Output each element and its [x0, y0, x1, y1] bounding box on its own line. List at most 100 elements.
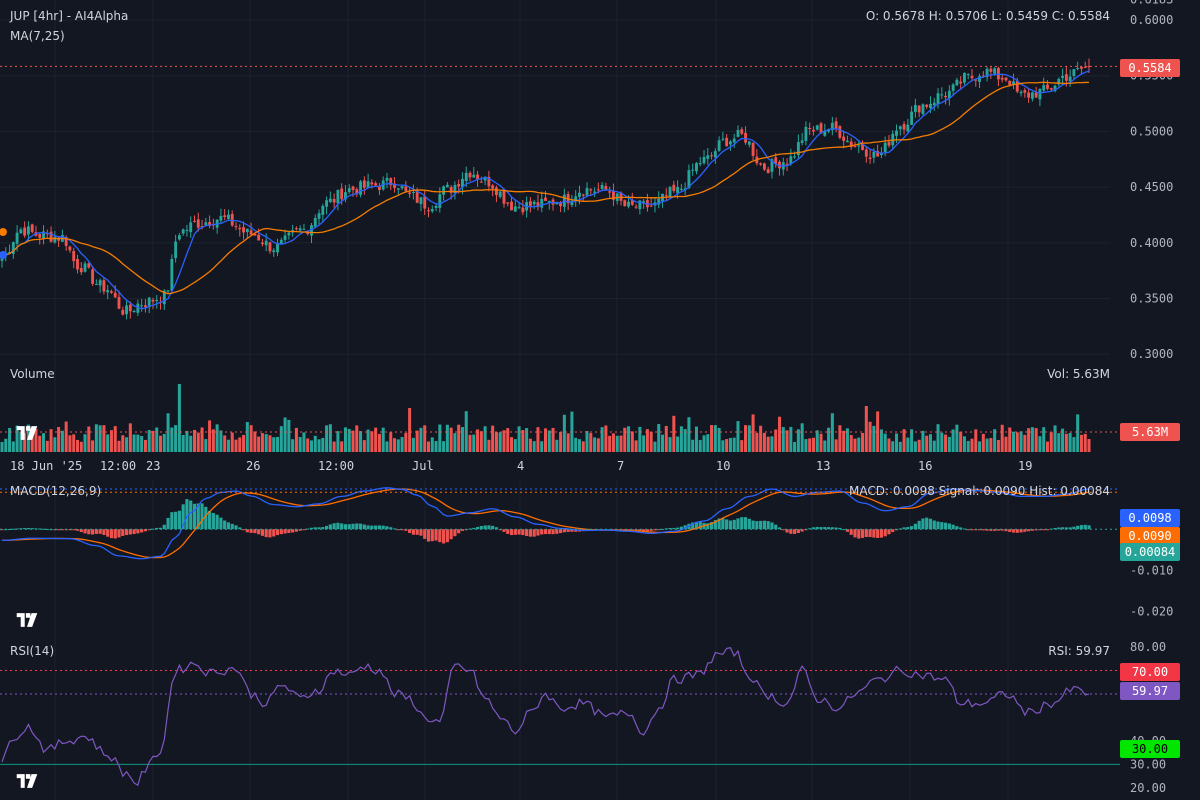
- volume-bar: [200, 427, 204, 452]
- volume-bar: [1087, 439, 1091, 452]
- candle-body: [498, 191, 502, 197]
- candle-body: [434, 205, 438, 208]
- volume-bar: [921, 430, 925, 452]
- macd-histogram-bar: [211, 513, 215, 530]
- macd-histogram-bar: [796, 529, 800, 534]
- candle-body: [842, 136, 846, 141]
- volume-bar: [196, 432, 200, 452]
- candle-body: [944, 95, 948, 98]
- macd-histogram-bar: [355, 523, 359, 530]
- macd-histogram-bar: [691, 522, 695, 530]
- candle-body: [634, 206, 638, 208]
- volume-bar: [283, 417, 287, 452]
- rsi-label: RSI(14): [10, 644, 55, 658]
- volume-bar: [211, 429, 215, 452]
- macd-histogram-bar: [917, 520, 921, 530]
- candle-body: [276, 243, 279, 253]
- volume-bar: [1004, 436, 1008, 452]
- volume-bar: [355, 425, 359, 452]
- macd-histogram-bar: [102, 529, 106, 535]
- candle-body: [687, 170, 691, 189]
- rsi-line: [1, 647, 1090, 787]
- macd-histogram-bar: [408, 529, 412, 533]
- volume-bar: [483, 426, 487, 452]
- candle-body: [174, 241, 178, 259]
- macd-histogram-bar: [1015, 529, 1019, 533]
- volume-bar: [113, 426, 117, 452]
- candle-body: [1019, 91, 1023, 94]
- time-axis-background: [0, 452, 1120, 480]
- candle-body: [423, 196, 427, 209]
- macd-histogram-bar: [717, 518, 721, 530]
- volume-bar: [978, 441, 982, 452]
- volume-bar: [174, 425, 178, 452]
- candle-body: [155, 299, 159, 302]
- volume-bar: [234, 439, 238, 452]
- candle-body: [83, 263, 87, 272]
- rsi-upper-badge: 70.00: [1120, 663, 1180, 681]
- volume-bar: [842, 430, 846, 452]
- candle-body: [593, 191, 597, 193]
- volume-bar: [8, 427, 12, 452]
- macd-histogram-bar: [698, 521, 702, 530]
- volume-bar: [517, 426, 521, 452]
- volume-bar: [547, 430, 551, 452]
- volume-bar: [385, 441, 389, 452]
- volume-bar: [721, 440, 725, 452]
- volume-bar: [774, 429, 778, 452]
- candle-body: [487, 176, 491, 187]
- macd-histogram-bar: [521, 529, 525, 536]
- macd-histogram-bar: [1019, 529, 1023, 533]
- volume-bar: [593, 437, 597, 452]
- volume-bar: [959, 431, 963, 452]
- candle-body: [1057, 78, 1061, 85]
- macd-histogram-bar: [872, 529, 876, 538]
- macd-histogram-bar: [679, 526, 683, 530]
- macd-histogram-bar: [313, 527, 317, 530]
- macd-histogram-bar: [562, 529, 566, 533]
- candle-body: [970, 75, 974, 79]
- candle-body: [895, 130, 898, 136]
- candle-body: [476, 174, 479, 180]
- macd-histogram-bar: [392, 528, 397, 530]
- volume-bar: [426, 441, 431, 452]
- volume-bar: [785, 430, 789, 452]
- candle-body: [234, 226, 238, 228]
- macd-histogram-bar: [491, 525, 495, 530]
- candle-body: [876, 150, 880, 157]
- macd-histogram-bar: [162, 524, 166, 530]
- macd-histogram-bar: [426, 529, 431, 542]
- candle-body: [868, 157, 872, 160]
- macd-series: [0, 487, 1120, 560]
- volume-bar: [242, 434, 246, 452]
- candle-body: [1061, 75, 1065, 78]
- macd-histogram-bar: [279, 529, 283, 535]
- volume-bar: [800, 423, 804, 452]
- volume-bar: [57, 426, 61, 452]
- macd-histogram-bar: [1072, 526, 1076, 530]
- price-candles: [0, 58, 1091, 320]
- macd-histogram-bar: [442, 529, 446, 544]
- candle-body: [691, 169, 695, 171]
- macd-histogram-bar: [725, 519, 729, 530]
- rsi-lower-badge: 30.00: [1120, 740, 1180, 758]
- macd-histogram-bar: [174, 511, 178, 530]
- macd-histogram-bar: [864, 529, 868, 537]
- volume-bar: [362, 440, 366, 452]
- candle-body: [38, 234, 42, 238]
- candle-body: [1049, 88, 1053, 90]
- macd-histogram-bar: [83, 529, 87, 534]
- candle-body: [985, 68, 989, 77]
- macd-histogram-bar: [374, 525, 378, 530]
- volume-bar: [260, 433, 264, 452]
- candle-body: [932, 102, 936, 106]
- macd-histogram-bar: [672, 527, 676, 530]
- macd-histogram-bar: [45, 528, 49, 530]
- volume-bar: [192, 429, 196, 452]
- volume-bar: [510, 437, 514, 452]
- volume-bar: [804, 439, 808, 452]
- candle-body: [404, 186, 408, 192]
- macd-histogram-bar: [694, 521, 699, 530]
- volume-bar: [75, 439, 79, 452]
- volume-bar: [460, 427, 464, 452]
